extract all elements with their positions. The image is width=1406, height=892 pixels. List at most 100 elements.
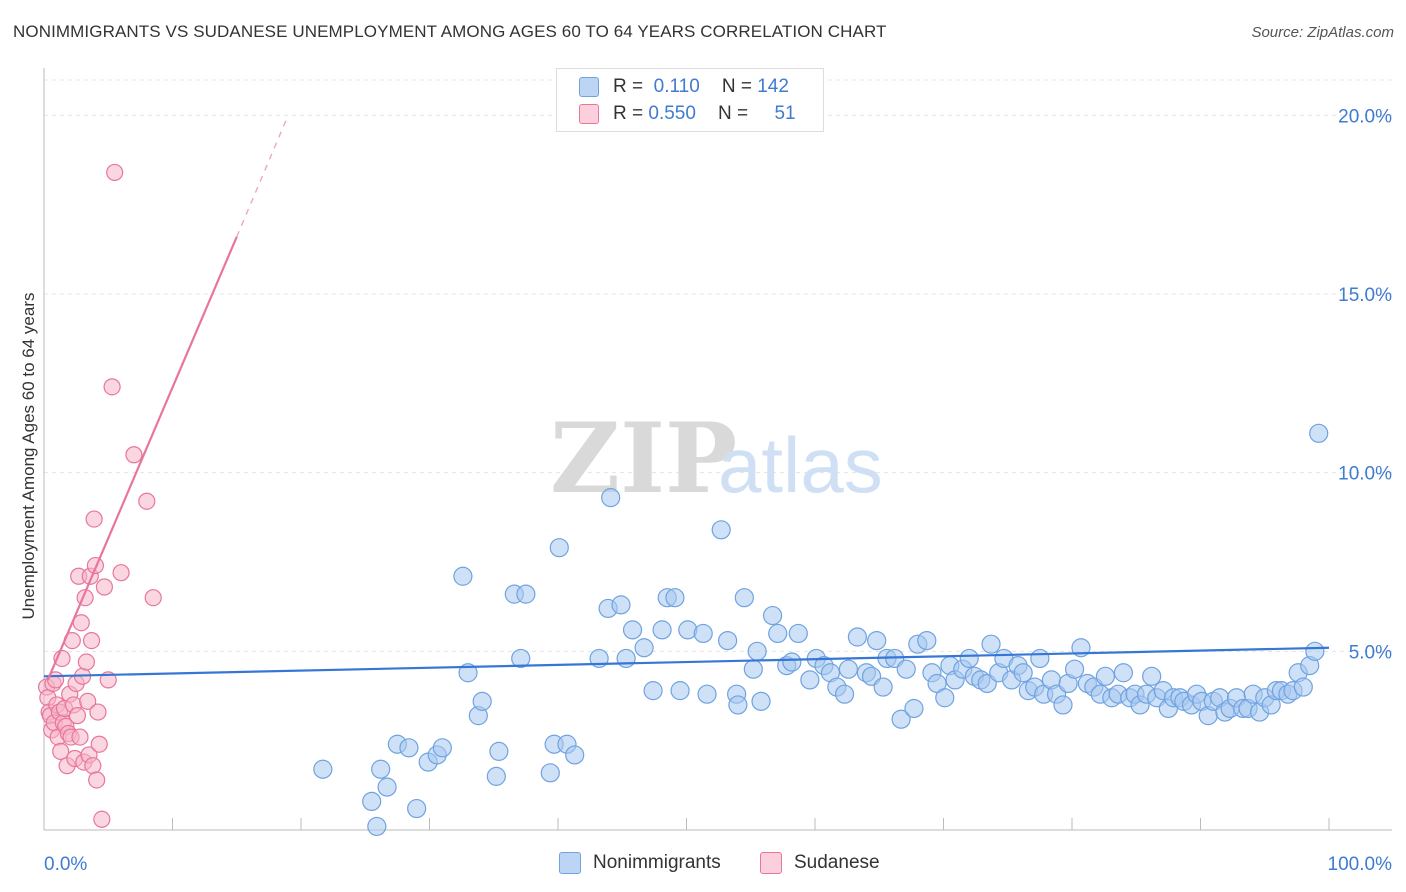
nonimmigrants-point — [711, 520, 731, 540]
nonimmigrants-point — [652, 620, 672, 640]
nonimmigrants-point — [718, 630, 738, 651]
sudanese-point — [138, 492, 156, 510]
nonimmigrants-point — [362, 791, 382, 812]
sudanese-point — [90, 735, 108, 753]
bottom-legend-nonimmigrants: Nonimmigrants — [559, 852, 721, 874]
legend-swatch-pink — [579, 104, 599, 124]
nonimmigrants-point — [838, 659, 859, 679]
x-ticks — [43, 818, 1330, 830]
nonimmigrants-point — [1305, 641, 1325, 661]
nonimmigrants-point — [1142, 666, 1162, 686]
nonimmigrants-point — [407, 798, 427, 819]
nonimmigrants-point — [959, 648, 979, 669]
sudanese-point — [112, 564, 130, 582]
sudanese-point — [93, 810, 111, 828]
trend-lines — [43, 114, 1330, 681]
nonimmigrants-point — [762, 605, 783, 626]
nonimmigrants-point — [601, 488, 621, 508]
x-tick-label-max: 100.0% — [1328, 854, 1393, 875]
y-tick-label: 5.0% — [1349, 642, 1392, 663]
nonimmigrants-point — [453, 566, 473, 586]
nonimmigrants-point — [847, 627, 868, 647]
sudanese-point — [68, 707, 87, 725]
nonimmigrants-point — [935, 688, 955, 708]
bottom-legend-swatch-blue — [559, 852, 581, 874]
sudanese-point — [103, 378, 121, 396]
y-tick-label: 15.0% — [1338, 285, 1392, 306]
nonimmigrants-point — [458, 663, 478, 683]
bottom-legend-label: Nonimmigrants — [593, 852, 721, 873]
gridlines — [44, 79, 1392, 652]
sudanese-point — [88, 771, 106, 789]
bottom-legend-swatch-pink — [760, 852, 782, 874]
legend-r-value: 0.110 — [653, 76, 700, 97]
nonimmigrants-point — [1013, 663, 1033, 683]
nonimmigrants-point — [399, 738, 419, 758]
legend-row-nonimmigrants: R = 0.110 N = 142 — [579, 75, 789, 99]
nonimmigrants-point — [643, 681, 663, 701]
nonimmigrants-point — [565, 745, 585, 765]
sudanese-point — [84, 757, 102, 775]
legend-swatch-blue — [579, 77, 599, 97]
y-tick-label: 20.0% — [1338, 106, 1392, 127]
sudanese-point — [95, 578, 113, 596]
nonimmigrants-point — [891, 709, 911, 729]
nonimmigrants-point — [834, 684, 855, 704]
nonimmigrants-point — [873, 677, 893, 697]
legend-n-value: 142 — [757, 76, 789, 97]
nonimmigrants-point — [904, 698, 924, 719]
nonimmigrants-point — [1095, 666, 1116, 686]
nonimmigrants-point — [371, 759, 391, 779]
nonimmigrants-point — [917, 630, 937, 651]
sudanese-point — [71, 728, 89, 746]
nonimmigrants-point — [693, 623, 713, 644]
nonimmigrants-point — [1064, 659, 1085, 679]
nonimmigrants-point — [472, 691, 492, 711]
nonimmigrants-point — [634, 638, 654, 658]
bottom-legend-sudanese: Sudanese — [760, 852, 880, 874]
sudanese-trend-extension — [236, 114, 289, 238]
nonimmigrants-point — [367, 816, 387, 837]
legend-n-label: N = — [717, 103, 749, 124]
legend-n-label: N = — [721, 76, 752, 97]
watermark: ZIP atlas — [550, 402, 883, 515]
sudanese-point — [125, 446, 143, 464]
legend-n-value: 51 — [774, 103, 796, 124]
sudanese-point — [77, 653, 96, 671]
nonimmigrants-point — [697, 684, 717, 704]
nonimmigrants-points — [313, 423, 1329, 837]
nonimmigrants-point — [896, 659, 916, 679]
nonimmigrants-point — [489, 741, 509, 761]
nonimmigrants-point — [1309, 423, 1329, 443]
nonimmigrants-point — [981, 634, 1001, 654]
nonimmigrants-point — [670, 681, 690, 701]
sudanese-point — [89, 703, 107, 721]
watermark-atlas: atlas — [718, 421, 883, 509]
nonimmigrants-point — [782, 652, 802, 672]
sudanese-points — [37, 163, 162, 828]
nonimmigrants-point — [665, 588, 685, 608]
nonimmigrants-point — [743, 659, 763, 679]
sudanese-point — [144, 589, 162, 607]
nonimmigrants-point — [800, 670, 820, 690]
nonimmigrants-point — [611, 595, 631, 615]
nonimmigrants-point — [516, 584, 536, 604]
nonimmigrants-point — [1113, 663, 1134, 683]
watermark-zip: ZIP — [550, 402, 737, 515]
correlation-legend: R = 0.110 N = 142 R = 0.550 N = 51 — [556, 68, 824, 132]
nonimmigrants-point — [867, 630, 887, 651]
nonimmigrants-point — [486, 766, 506, 786]
nonimmigrants-point — [622, 620, 643, 640]
y-tick-labels: 5.0% 10.0% 15.0% 20.0% — [1338, 106, 1392, 663]
nonimmigrants-point — [734, 588, 754, 608]
nonimmigrants-point — [728, 695, 748, 715]
nonimmigrants-point — [432, 738, 452, 758]
nonimmigrants-point — [313, 759, 333, 779]
nonimmigrants-point — [549, 538, 569, 558]
nonimmigrants-point — [1053, 695, 1073, 715]
legend-row-sudanese: R = 0.550 N = 51 — [579, 102, 796, 126]
nonimmigrants-point — [1030, 648, 1050, 669]
sudanese-point — [106, 163, 124, 182]
nonimmigrants-point — [616, 648, 636, 669]
